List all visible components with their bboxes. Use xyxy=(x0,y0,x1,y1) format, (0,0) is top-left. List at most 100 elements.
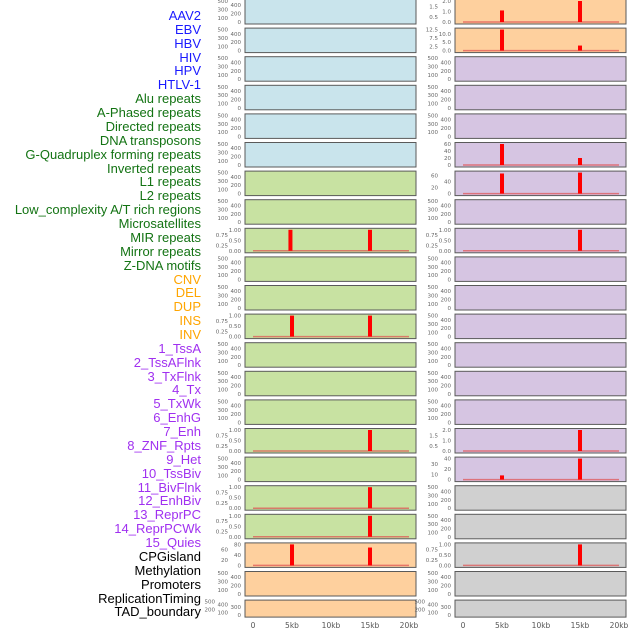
y-tick-label: 7.5 xyxy=(429,36,438,42)
y-tick-label: 300 xyxy=(218,465,229,471)
track-label: DUP xyxy=(173,299,201,315)
y-tick-label: 500 xyxy=(218,113,229,119)
data-bar xyxy=(578,1,582,22)
track-panel xyxy=(454,84,627,111)
y-tick-label: 10.0 xyxy=(439,32,452,38)
y-tick-label: 0 xyxy=(238,192,242,198)
y-tick-label: 200 xyxy=(415,608,426,614)
track-label: 8_ZNF_Rpts xyxy=(127,437,201,453)
y-tick-label: 200 xyxy=(441,97,452,103)
y-tick-label: 1.00 xyxy=(439,228,452,234)
track-label: 9_Het xyxy=(166,451,201,467)
y-tick-label: 300 xyxy=(428,408,439,414)
y-tick-label: 0.00 xyxy=(439,249,452,255)
y-tick-label: 0 xyxy=(238,592,242,598)
y-tick-label: 0.50 xyxy=(439,553,452,559)
y-tick-label: 100 xyxy=(428,388,439,394)
y-tick-label: 200 xyxy=(441,355,452,361)
y-tick-label: 100 xyxy=(428,502,439,508)
y-tick-label: 300 xyxy=(428,322,439,328)
track-label: Z-DNA motifs xyxy=(123,257,201,273)
y-tick-label: 0.50 xyxy=(229,439,242,445)
track-panel xyxy=(244,27,417,54)
y-tick-label: 300 xyxy=(218,208,229,214)
track-panel xyxy=(454,142,627,168)
y-tick-label: 0 xyxy=(448,363,452,369)
y-tick-label: 0 xyxy=(448,134,452,140)
y-tick-label: 0.00 xyxy=(229,449,242,455)
y-tick-label: 60 xyxy=(444,142,451,148)
y-tick-label: 500 xyxy=(218,171,229,177)
y-tick-label: 400 xyxy=(231,3,242,9)
x-tick-label: 0 xyxy=(251,621,256,630)
track-label: 15_Quies xyxy=(145,535,201,551)
y-tick-label: 400 xyxy=(231,261,242,267)
y-tick-label: 400 xyxy=(231,118,242,124)
data-bar xyxy=(290,315,294,337)
track-label: 4_Tx xyxy=(172,382,201,398)
y-tick-label: 200 xyxy=(231,212,242,218)
y-tick-label: 300 xyxy=(428,351,439,357)
track-label: 2_TssAFlnk xyxy=(133,354,201,370)
y-tick-label: 100 xyxy=(218,102,229,108)
track-label: DEL xyxy=(175,285,201,301)
y-tick-label: 1.00 xyxy=(229,485,242,491)
y-tick-label: 2.0 xyxy=(442,428,451,434)
track-label: TAD_boundary xyxy=(114,604,201,620)
y-tick-label: 200 xyxy=(441,412,452,418)
track-panel xyxy=(454,0,627,25)
y-tick-label: 300 xyxy=(428,265,439,271)
y-tick-label: 400 xyxy=(231,89,242,95)
y-tick-label: 100 xyxy=(218,473,229,479)
y-tick-label: 80 xyxy=(234,542,241,548)
y-tick-label: 400 xyxy=(231,175,242,181)
y-tick-label: 400 xyxy=(231,375,242,381)
y-tick-label: 200 xyxy=(441,526,452,532)
track-panel xyxy=(244,84,417,111)
y-tick-label: 0 xyxy=(448,535,452,541)
y-tick-label: 100 xyxy=(428,588,439,594)
track-label: INV xyxy=(179,327,201,342)
y-tick-label: 0 xyxy=(448,592,452,598)
y-tick-label: 200 xyxy=(231,298,242,304)
y-tick-label: 400 xyxy=(441,489,452,495)
y-tick-label: 0.50 xyxy=(229,324,242,330)
y-tick-label: 500 xyxy=(428,342,439,348)
y-tick-label: 100 xyxy=(428,216,439,222)
y-tick-label: 500 xyxy=(218,142,229,148)
y-tick-label: 300 xyxy=(218,408,229,414)
y-tick-label: 0 xyxy=(238,306,242,312)
y-tick-label: 0.0 xyxy=(442,20,451,26)
data-bar xyxy=(500,10,504,22)
y-tick-label: 200 xyxy=(231,97,242,103)
y-tick-label: 0 xyxy=(238,77,242,83)
track-panel xyxy=(244,513,417,540)
x-tick-label: 15kb xyxy=(571,621,590,630)
data-bar xyxy=(578,544,582,566)
y-tick-label: 500 xyxy=(218,0,229,5)
y-tick-label: 200 xyxy=(231,40,242,46)
y-tick-label: 400 xyxy=(441,89,452,95)
track-panel xyxy=(454,199,627,225)
y-tick-label: 0 xyxy=(238,20,242,26)
y-tick-label: 100 xyxy=(428,330,439,336)
track-panel xyxy=(454,27,627,54)
track-panel xyxy=(454,370,627,397)
data-bar xyxy=(578,45,582,51)
y-tick-label: 400 xyxy=(441,203,452,209)
data-bar xyxy=(368,487,372,509)
y-tick-label: 0.25 xyxy=(426,558,439,564)
y-tick-label: 0 xyxy=(448,335,452,341)
y-tick-label: 0.00 xyxy=(229,249,242,255)
y-tick-label: 100 xyxy=(218,416,229,422)
track-label: 6_EnhG xyxy=(153,410,201,426)
data-bar xyxy=(500,173,504,194)
y-tick-label: 500 xyxy=(428,285,439,291)
y-tick-label: 200 xyxy=(441,126,452,132)
track-panel xyxy=(454,485,627,511)
y-tick-label: 0.75 xyxy=(216,490,229,496)
data-bar xyxy=(578,229,582,251)
track-label: HPV xyxy=(174,63,201,79)
track-label: 3_TxFlnk xyxy=(147,368,201,384)
y-tick-label: 100 xyxy=(218,388,229,394)
